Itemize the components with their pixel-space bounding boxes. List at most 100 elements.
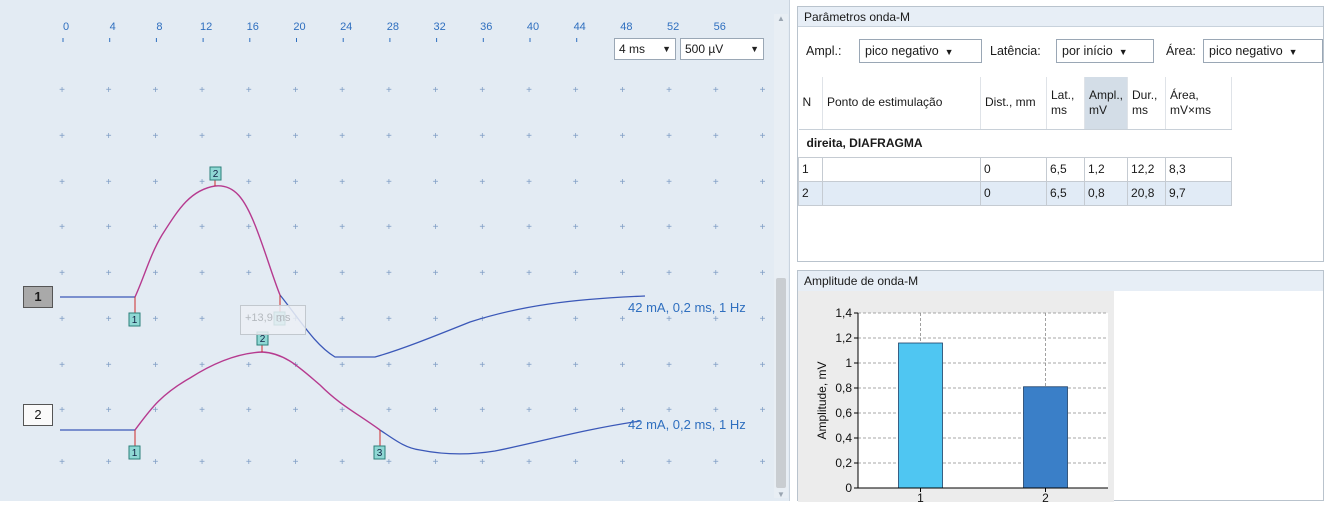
col-stim-point[interactable]: Ponto de estimulação: [822, 77, 981, 130]
ruler-tick-label: 8: [156, 21, 162, 33]
area-select[interactable]: pico negativo ▼: [1203, 39, 1323, 63]
grid-dot: +: [433, 177, 439, 188]
grid-dot: +: [199, 314, 205, 325]
grid-dot: +: [59, 405, 65, 416]
grid-dot: +: [59, 457, 65, 468]
trace-1-button[interactable]: 1: [23, 286, 53, 308]
y-tick-label: 0: [845, 481, 852, 495]
grid-dot: +: [386, 314, 392, 325]
grid-dot: +: [760, 405, 766, 416]
grid-dot: +: [760, 85, 766, 96]
cell-dist[interactable]: 0: [980, 180, 1047, 206]
grid-dot: +: [573, 85, 579, 96]
grid-dot: +: [479, 222, 485, 233]
grid-dot: +: [339, 457, 345, 468]
waveform-panel[interactable]: + + + + + + + + + + + + + + + + + + + + + + + + + + + + + + + + + + + + + + + +…: [0, 0, 790, 501]
scroll-up-icon[interactable]: ▲: [777, 14, 785, 23]
grid-dot: +: [526, 177, 532, 188]
ruler-tick-label: 16: [247, 21, 259, 33]
grid-dot: +: [106, 222, 112, 233]
grid-dot: +: [666, 457, 672, 468]
cell-dist[interactable]: 0: [980, 156, 1047, 182]
grid-dot: +: [619, 360, 625, 371]
grid-dot: +: [573, 177, 579, 188]
marker-1-2[interactable]: 2: [209, 166, 222, 181]
grid-dot: +: [573, 405, 579, 416]
time-scale-select[interactable]: 4 ms ▼: [614, 38, 676, 60]
ampl-select[interactable]: pico negativo ▼: [859, 39, 982, 63]
grid-dot: +: [293, 405, 299, 416]
table-row[interactable]: 2 0 6,5 0,8 20,8 9,7: [798, 180, 1233, 206]
col-dist[interactable]: Dist., mm: [980, 77, 1047, 130]
area-select-value: pico negativo: [1209, 44, 1283, 58]
grid-dot: +: [713, 314, 719, 325]
marker-2-3[interactable]: 3: [373, 445, 386, 460]
params-filter-row: Ampl.: pico negativo ▼ Latência: por iníc…: [798, 39, 1324, 63]
grid-dot: +: [106, 177, 112, 188]
y-tick-label: 0,2: [835, 456, 852, 470]
amp-scale-select[interactable]: 500 µV ▼: [680, 38, 764, 60]
grid-dot: +: [526, 85, 532, 96]
grid-dot: +: [59, 177, 65, 188]
grid-dot: +: [339, 85, 345, 96]
y-tick-label: 0,8: [835, 381, 852, 395]
grid-dot: +: [199, 85, 205, 96]
col-n[interactable]: N: [798, 77, 823, 130]
grid-dot: +: [666, 405, 672, 416]
grid-dot: +: [433, 85, 439, 96]
bar-2[interactable]: [1023, 386, 1068, 489]
ruler-tick-label: 56: [714, 21, 726, 33]
ruler-tick-label: 48: [620, 21, 632, 33]
params-table[interactable]: N Ponto de estimulação Dist., mm Lat., m…: [798, 77, 1233, 206]
cell-point[interactable]: [822, 180, 981, 206]
grid-dot: +: [619, 131, 625, 142]
grid-dot: +: [713, 268, 719, 279]
latency-select-value: por início: [1062, 44, 1113, 58]
vertical-scrollbar[interactable]: ▲ ▼: [774, 14, 788, 499]
grid-dot: +: [433, 360, 439, 371]
col-ampl[interactable]: Ampl., mV: [1084, 77, 1129, 130]
ruler-tick-label: 40: [527, 21, 539, 33]
grid-dot: +: [246, 268, 252, 279]
ruler-tick-label: 44: [574, 21, 586, 33]
scroll-thumb[interactable]: [776, 278, 786, 488]
marker-2-1[interactable]: 1: [128, 445, 141, 460]
grid-dot: +: [293, 177, 299, 188]
time-scale-value: 4 ms: [619, 42, 646, 56]
grid-dot: +: [246, 131, 252, 142]
trace-1-waveform[interactable]: [134, 185, 281, 298]
grid-dot: +: [106, 314, 112, 325]
bar-1[interactable]: [898, 342, 943, 489]
grid-dot: +: [573, 268, 579, 279]
cell-point[interactable]: [822, 156, 981, 182]
grid-dot: +: [199, 131, 205, 142]
grid-dot: +: [152, 222, 158, 233]
grid-dot: +: [526, 268, 532, 279]
cell-lat: 6,5: [1046, 180, 1085, 206]
cell-n: 2: [798, 180, 823, 206]
ampl-select-value: pico negativo: [865, 44, 939, 58]
grid-dot: +: [573, 360, 579, 371]
ruler-tick-label: 24: [340, 21, 352, 33]
grid-dot: +: [386, 360, 392, 371]
grid-dot: +: [59, 85, 65, 96]
col-area[interactable]: Área, mV×ms: [1165, 77, 1233, 130]
grid-dot: +: [246, 85, 252, 96]
col-lat[interactable]: Lat., ms: [1046, 77, 1085, 130]
ruler-tick-label: 36: [480, 21, 492, 33]
grid-dot: +: [573, 222, 579, 233]
ruler-tick-label: 28: [387, 21, 399, 33]
grid-dot: +: [339, 405, 345, 416]
marker-1-1[interactable]: 1: [128, 312, 141, 327]
table-row[interactable]: 1 0 6,5 1,2 12,2 8,3: [798, 156, 1233, 182]
grid-dot: +: [479, 131, 485, 142]
grid-dot: +: [433, 268, 439, 279]
grid-dot: +: [619, 268, 625, 279]
grid-dot: +: [59, 222, 65, 233]
trace-2-button[interactable]: 2: [23, 404, 53, 426]
grid-dot: +: [526, 457, 532, 468]
latency-select[interactable]: por início ▼: [1056, 39, 1154, 63]
col-dur[interactable]: Dur., ms: [1127, 77, 1167, 130]
params-panel-title: Parâmetros onda-M: [798, 7, 1323, 27]
scroll-down-icon[interactable]: ▼: [777, 490, 785, 499]
